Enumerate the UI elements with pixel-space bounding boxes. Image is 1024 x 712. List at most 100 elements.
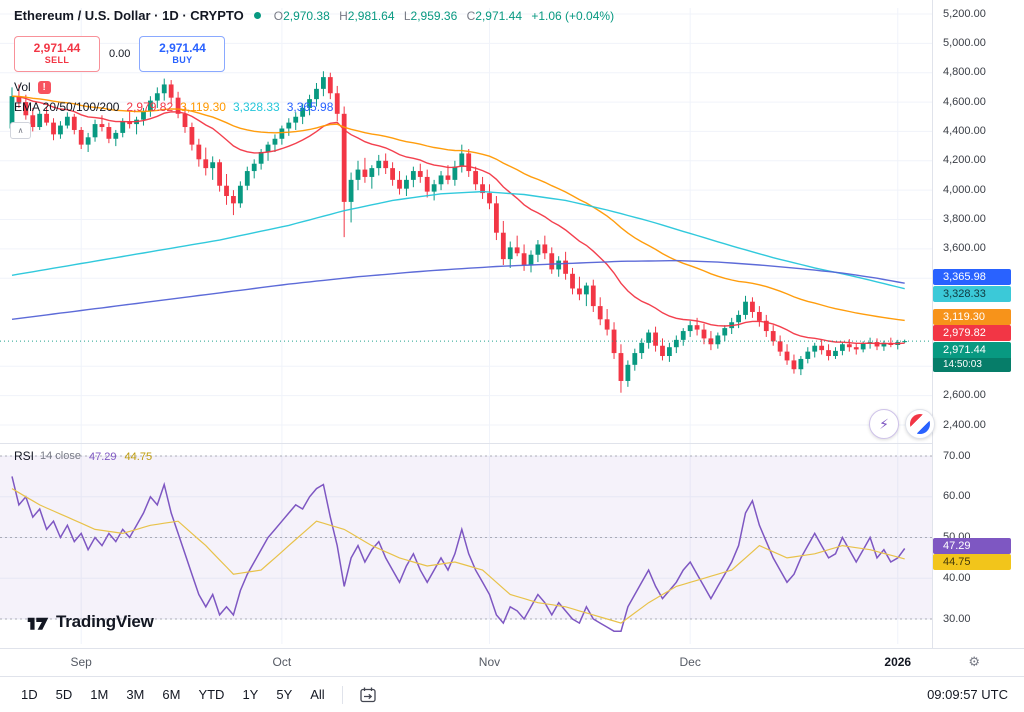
ema-line-200	[11, 259, 905, 320]
axis-label: 2,600.00	[943, 389, 986, 402]
rsi-line	[11, 476, 906, 632]
last-price-tag: 2,971.44 14:50:03	[933, 342, 1011, 373]
volume-label: Vol	[14, 80, 31, 94]
ema-value: 3,119.30	[180, 100, 226, 114]
range-button-all[interactable]: All	[301, 683, 333, 706]
axis-label: 30.00	[943, 612, 971, 625]
ohlc-c-label: C	[466, 8, 476, 23]
range-button-5d[interactable]: 5D	[47, 683, 82, 706]
ema-legend[interactable]: EMA 20/50/100/200 2,979.82 3,119.30 3,328.…	[14, 100, 333, 114]
axis-label: 40.00	[943, 571, 971, 584]
ohlc-h-label: H	[339, 8, 348, 23]
ema-label: EMA 20/50/100/200	[14, 100, 120, 114]
tradingview-logo-icon	[27, 617, 49, 630]
range-button-3m[interactable]: 3M	[117, 683, 153, 706]
price-axis[interactable]: 5,200.00 5,000.00 4,800.00 4,600.00 4,400.00…	[933, 0, 1024, 648]
axis-label: 4,000.00	[943, 183, 986, 196]
range-button-1d[interactable]: 1D	[12, 683, 47, 706]
clock-utc[interactable]: 09:09:57 UTC	[927, 687, 1008, 702]
axis-label: 3,800.00	[943, 213, 986, 225]
legend-collapse-button[interactable]: ∧	[10, 122, 31, 139]
time-label-nov: Nov	[478, 655, 501, 669]
rsi-title: RSI	[14, 449, 35, 463]
axis-label: 4,600.00	[943, 95, 986, 108]
tradingview-logo[interactable]: TradingView	[26, 611, 154, 633]
symbol-title[interactable]: Ethereum / U.S. Dollar · 1D · CRYPTO	[14, 8, 244, 23]
trade-widget: 2,971.44 SELL 0.00 2,971.44 BUY	[14, 36, 226, 72]
chevron-up-icon: ∧	[17, 126, 24, 135]
axis-label: 3,600.00	[943, 242, 986, 255]
price-tag: 2,979.82	[933, 325, 1011, 342]
ohlc-h-value: 2,981.64	[347, 8, 395, 23]
change-value: +1.06 (+0.04%)	[531, 8, 615, 23]
range-button-6m[interactable]: 6M	[153, 683, 189, 706]
axis-label: 4,400.00	[943, 124, 986, 137]
price-tag: 3,328.33	[933, 286, 1011, 303]
axis-separator	[932, 0, 933, 648]
buy-label: BUY	[172, 54, 193, 65]
rsi-values: 47.29 44.75	[81, 449, 152, 463]
ema-value: 3,365.98	[286, 100, 334, 114]
volume-warning-icon[interactable]: !	[37, 80, 51, 94]
ohlc-l-label: L	[403, 8, 411, 23]
pane-divider[interactable]	[0, 443, 1024, 444]
spread-value: 0.00	[109, 48, 131, 60]
ema-value: 2,979.82	[126, 100, 174, 114]
ohlc-o-value: 2,970.38	[283, 8, 330, 23]
ema-values: 2,979.82 3,119.30 3,328.33 3,365.98	[119, 100, 333, 114]
axis-label: 2,400.00	[943, 418, 986, 431]
toolbar-divider	[0, 676, 1024, 677]
range-button-1y[interactable]: 1Y	[233, 683, 267, 706]
goto-date-icon	[360, 687, 376, 702]
buy-price: 2,971.44	[159, 41, 206, 56]
axis-label: 70.00	[943, 449, 971, 462]
range-button-1m[interactable]: 1M	[81, 683, 117, 706]
rsi-value: 47.29	[89, 451, 117, 463]
goto-date-button[interactable]	[353, 685, 383, 705]
instant-trading-icon[interactable]: ⚡	[869, 409, 899, 439]
time-label-sep: Sep	[70, 655, 92, 669]
time-axis[interactable]: ⚙ Sep Oct Nov Dec 2026	[0, 649, 1024, 676]
time-axis-divider	[0, 648, 1024, 649]
toolbar-divider-line	[341, 685, 343, 704]
sell-button[interactable]: 2,971.44 SELL	[14, 36, 100, 72]
sell-price: 2,971.44	[33, 41, 81, 56]
paper-trading-icon[interactable]	[905, 409, 935, 439]
buy-button[interactable]: 2,971.44 BUY	[139, 36, 226, 72]
volume-legend[interactable]: Vol !	[14, 80, 51, 94]
range-button-ytd[interactable]: YTD	[189, 683, 233, 706]
rsi-ma-line	[11, 488, 905, 624]
ohlc-o-label: O	[273, 8, 284, 23]
ohlc-c-value: 2,971.44	[475, 8, 522, 23]
price-tag: 44.75	[933, 553, 1011, 570]
time-label-2026: 2026	[884, 655, 912, 669]
ema-value: 3,328.33	[232, 100, 280, 114]
ema-line-100	[11, 190, 905, 290]
flag-icon	[910, 414, 930, 434]
axis-label: 5,200.00	[943, 7, 986, 20]
axis-settings-gear-icon[interactable]: ⚙	[968, 654, 980, 669]
ohlc-values: O2,970.38 H2,981.64 L2,959.36 C2,971.44 …	[268, 9, 614, 23]
symbol-legend[interactable]: Ethereum / U.S. Dollar · 1D · CRYPTO O2,…	[14, 8, 614, 23]
range-buttons: 1D 5D 1M 3M 6M YTD 1Y 5Y All	[12, 683, 334, 706]
range-button-5y[interactable]: 5Y	[267, 683, 301, 706]
bottom-toolbar: 1D 5D 1M 3M 6M YTD 1Y 5Y All 09:09:57 UTC	[0, 677, 1024, 712]
sell-label: SELL	[44, 54, 70, 65]
tradingview-logo-text: TradingView	[56, 612, 154, 631]
price-tag: 3,119.30	[933, 308, 1011, 325]
chart-canvas[interactable]	[0, 0, 932, 648]
price-tag: 3,365.98	[933, 269, 1011, 286]
ema-line-50	[11, 95, 905, 322]
ohlc-l-value: 2,959.36	[410, 8, 458, 23]
rsi-legend[interactable]: RSI 14 close 47.29 44.75	[14, 449, 152, 463]
ema-line-20	[11, 95, 905, 345]
rsi-subtitle: 14 close	[40, 450, 81, 462]
market-status-dot	[253, 12, 261, 19]
axis-label: 4,800.00	[943, 66, 986, 79]
axis-label: 4,200.00	[943, 154, 986, 167]
axis-label: 60.00	[943, 490, 971, 503]
time-label-dec: Dec	[679, 655, 701, 669]
axis-label: 5,000.00	[943, 36, 986, 49]
rsi-value: 44.75	[124, 451, 153, 463]
